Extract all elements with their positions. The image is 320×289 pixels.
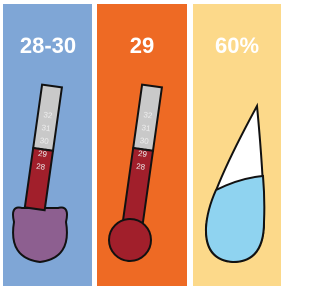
scale-tick: 31: [41, 123, 52, 133]
infographic: 28-30 29 60% 32 31 30 29 28 32 31 30 29 …: [0, 0, 283, 289]
panel-label: 29: [130, 33, 154, 58]
scale-tick: 28: [136, 162, 147, 172]
scale-tick: 32: [43, 110, 54, 120]
scale-tick: 28: [36, 162, 47, 172]
scale-tick: 32: [143, 110, 154, 120]
panel-label: 60%: [215, 33, 259, 58]
scale-tick: 29: [137, 149, 148, 159]
bulb: [13, 208, 67, 262]
scale-tick: 30: [39, 136, 50, 146]
panel-label: 28-30: [20, 33, 76, 58]
scale-tick: 29: [37, 149, 48, 159]
scale-tick: 30: [139, 136, 150, 146]
scale-tick: 31: [141, 123, 152, 133]
bulb: [109, 219, 151, 261]
